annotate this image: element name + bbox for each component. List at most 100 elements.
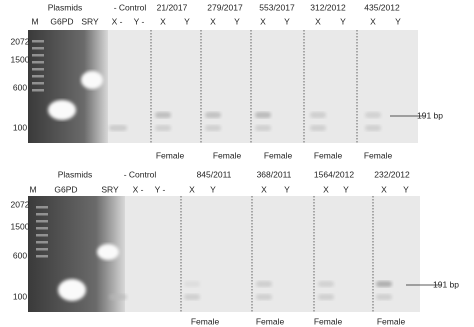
lane-label: Y bbox=[395, 16, 401, 26]
sample-band bbox=[376, 281, 392, 287]
group-label: 232/2012 bbox=[374, 169, 410, 179]
ladder-band bbox=[32, 40, 44, 43]
group-label: - Control bbox=[114, 2, 147, 12]
lane-label: G6PD bbox=[54, 184, 77, 194]
primer-band bbox=[318, 294, 334, 300]
lane-label: X bbox=[210, 16, 216, 26]
result-label: Female bbox=[377, 316, 406, 326]
group-label: - Control bbox=[124, 169, 157, 179]
primer-band bbox=[256, 294, 272, 300]
gel-panel bbox=[28, 30, 418, 143]
group-label: 312/2012 bbox=[310, 2, 346, 12]
lane-label: Y bbox=[340, 16, 346, 26]
lane-label: Y bbox=[184, 16, 190, 26]
size-label: 2072 bbox=[11, 36, 30, 46]
primer-band bbox=[155, 125, 171, 131]
lane-label: Y bbox=[343, 184, 349, 194]
lane-label: Y bbox=[234, 16, 240, 26]
lane-label: X - bbox=[133, 184, 144, 194]
lane-label: Y bbox=[210, 184, 216, 194]
lane-label: M bbox=[31, 16, 38, 26]
group-label: Plasmids bbox=[58, 169, 92, 179]
primer-band bbox=[184, 294, 200, 300]
group-label: 845/2011 bbox=[197, 169, 232, 179]
plasmid-band bbox=[58, 279, 86, 301]
group-label: 279/2017 bbox=[207, 2, 243, 12]
lane-label: X bbox=[370, 16, 376, 26]
result-label: Female bbox=[191, 316, 220, 326]
lane-label: X bbox=[315, 16, 321, 26]
lane-label: M bbox=[29, 184, 36, 194]
sample-band bbox=[310, 112, 326, 118]
sample-band bbox=[184, 281, 200, 287]
lane-label: X bbox=[381, 184, 387, 194]
ladder-band bbox=[32, 68, 44, 71]
group-label: 368/2011 bbox=[257, 169, 292, 179]
gel-panel bbox=[28, 196, 420, 312]
size-label: 100 bbox=[13, 291, 27, 301]
sample-band bbox=[255, 112, 271, 118]
ladder-band bbox=[36, 255, 48, 258]
sample-band bbox=[365, 112, 381, 118]
lane-label: Y - bbox=[155, 184, 166, 194]
ladder-band bbox=[36, 248, 48, 251]
lane-label: X bbox=[160, 16, 166, 26]
lane-label: Y bbox=[284, 16, 290, 26]
plasmid-band bbox=[81, 71, 103, 89]
lane-label: X bbox=[189, 184, 195, 194]
primer-band bbox=[205, 125, 221, 131]
size-label: 2072 bbox=[11, 199, 30, 209]
size-label: 1500 bbox=[11, 54, 30, 64]
result-label: Female bbox=[256, 316, 285, 326]
sample-band bbox=[256, 281, 272, 287]
result-label: Female bbox=[364, 150, 393, 160]
primer-band bbox=[109, 125, 127, 131]
plasmid-band bbox=[48, 100, 76, 120]
result-label: Female bbox=[213, 150, 242, 160]
plasmid-band bbox=[97, 244, 119, 260]
lane-label: X bbox=[261, 184, 267, 194]
group-label: 21/2017 bbox=[157, 2, 188, 12]
primer-band bbox=[109, 294, 127, 300]
ladder-band bbox=[32, 89, 44, 92]
ladder-band bbox=[36, 227, 48, 230]
sample-band bbox=[155, 112, 171, 118]
lane-label: Y bbox=[403, 184, 409, 194]
lane-label: Y bbox=[284, 184, 290, 194]
group-label: Plasmids bbox=[48, 2, 82, 12]
primer-band bbox=[310, 125, 326, 131]
lane-label: SRY bbox=[101, 184, 119, 194]
ladder-band bbox=[32, 54, 44, 57]
ladder-band bbox=[36, 206, 48, 209]
result-label: Female bbox=[314, 150, 343, 160]
ladder-band bbox=[36, 220, 48, 223]
size-label: 100 bbox=[13, 122, 27, 132]
size-label: 600 bbox=[13, 82, 27, 92]
ladder-band bbox=[32, 61, 44, 64]
group-label: 435/2012 bbox=[364, 2, 400, 12]
result-label: Female bbox=[156, 150, 185, 160]
ladder-band bbox=[36, 234, 48, 237]
lane-label: G6PD bbox=[50, 16, 73, 26]
lane-label: X bbox=[323, 184, 329, 194]
lane-label: X bbox=[260, 16, 266, 26]
primer-band bbox=[365, 125, 381, 131]
size-label: 600 bbox=[13, 250, 27, 260]
ladder-band bbox=[32, 47, 44, 50]
ladder-band bbox=[36, 213, 48, 216]
result-label: Female bbox=[264, 150, 293, 160]
sample-band bbox=[205, 112, 221, 118]
primer-band bbox=[376, 294, 392, 300]
primer-band bbox=[255, 125, 271, 131]
marker-label: 191 bp bbox=[433, 279, 459, 289]
marker-label: 191 bp bbox=[417, 110, 443, 120]
group-label: 553/2017 bbox=[259, 2, 295, 12]
ladder-band bbox=[32, 75, 44, 78]
result-label: Female bbox=[314, 316, 343, 326]
lane-label: SRY bbox=[81, 16, 99, 26]
lane-label: Y - bbox=[134, 16, 145, 26]
group-label: 1564/2012 bbox=[314, 169, 354, 179]
lane-label: X - bbox=[112, 16, 123, 26]
size-label: 1500 bbox=[11, 221, 30, 231]
